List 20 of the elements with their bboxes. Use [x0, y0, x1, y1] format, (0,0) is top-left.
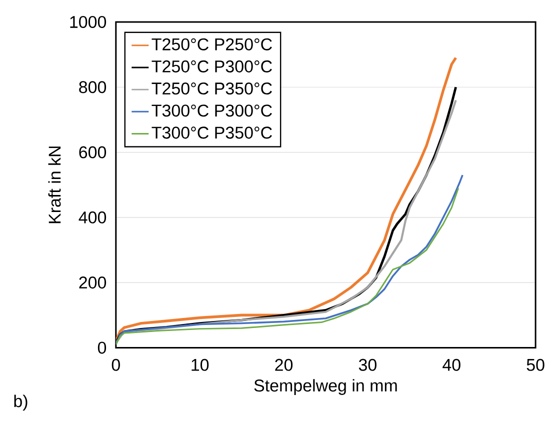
text: b)	[14, 394, 28, 411]
legend-label: T250°C P350°C	[152, 82, 272, 95]
y-tick-label: 200	[79, 276, 106, 289]
x-tick-label: 40	[442, 359, 460, 372]
x-tick-label: 10	[192, 359, 209, 372]
x-tick-label: 0	[112, 359, 120, 372]
x-tick-label: 50	[526, 359, 544, 372]
legend-label: T250°C P300°C	[152, 60, 272, 73]
legend-label: T300°C P300°C	[152, 104, 272, 117]
legend-label: T300°C P350°C	[152, 126, 272, 139]
y-axis-title: Kraft in kN	[48, 146, 61, 224]
x-axis-title: Stempelweg in mm	[254, 379, 397, 396]
y-tick-label: 600	[79, 146, 106, 158]
y-tick-label: 1000	[70, 16, 106, 28]
legend-label: T250°C P250°C	[152, 38, 272, 51]
y-tick-label: 400	[78, 212, 106, 224]
y-tick-label: 0	[98, 342, 106, 354]
y-tick-label: 800	[79, 81, 106, 94]
x-tick-label: 30	[358, 359, 376, 372]
x-tick-label: 20	[275, 359, 293, 372]
